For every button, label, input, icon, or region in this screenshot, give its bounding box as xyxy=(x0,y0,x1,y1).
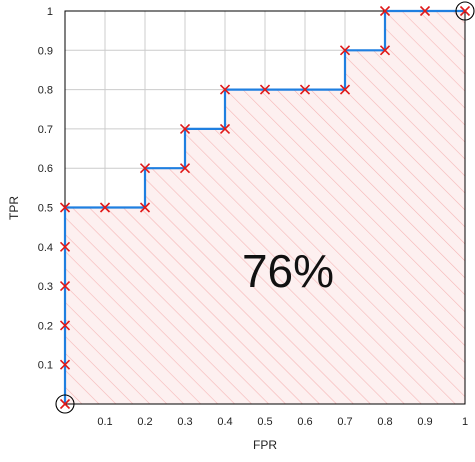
y-tick-label: 0.1 xyxy=(38,360,53,372)
y-tick-label: 0.3 xyxy=(38,281,53,293)
roc-markers xyxy=(59,5,471,410)
endpoint-circle xyxy=(455,1,475,21)
roc-point-marker xyxy=(139,163,151,174)
x-tick-label: 0.2 xyxy=(137,416,152,428)
y-axis-ticks: 0.1 0.2 0.3 0.4 0.5 0.6 0.7 0.8 0.9 1 xyxy=(38,6,53,372)
roc-point-marker xyxy=(59,398,71,410)
roc-point-marker xyxy=(59,359,71,370)
y-tick-label: 0.5 xyxy=(38,203,53,215)
roc-point-marker xyxy=(379,45,391,56)
y-tick-label: 0.6 xyxy=(38,163,53,175)
x-axis-ticks: 0.1 0.2 0.3 0.4 0.5 0.6 0.7 0.8 0.9 1 xyxy=(97,416,468,428)
roc-point-marker xyxy=(59,281,71,292)
auc-annotation: 76% xyxy=(242,245,334,297)
x-tick-label: 0.7 xyxy=(337,416,352,428)
x-tick-label: 1 xyxy=(462,416,468,428)
y-axis-label: TPR xyxy=(7,196,21,220)
endpoint-circles xyxy=(55,1,475,414)
auc-area xyxy=(65,11,465,404)
roc-point-marker xyxy=(179,163,191,174)
roc-point-marker xyxy=(139,202,151,213)
y-tick-label: 0.4 xyxy=(38,242,53,254)
x-tick-label: 0.1 xyxy=(97,416,112,428)
roc-point-marker xyxy=(339,84,351,95)
x-tick-label: 0.6 xyxy=(297,416,312,428)
x-tick-label: 0.3 xyxy=(177,416,192,428)
roc-point-marker xyxy=(59,202,71,213)
roc-point-marker xyxy=(259,84,271,95)
roc-point-marker xyxy=(299,84,311,95)
y-tick-label: 0.7 xyxy=(38,124,53,136)
y-tick-label: 0.8 xyxy=(38,85,53,97)
y-tick-label: 0.2 xyxy=(38,320,53,332)
y-tick-label: 0.9 xyxy=(38,45,53,57)
roc-point-marker xyxy=(419,5,431,17)
roc-point-marker xyxy=(219,84,231,95)
roc-point-marker xyxy=(379,5,391,17)
roc-point-marker xyxy=(59,241,71,252)
roc-point-marker xyxy=(59,320,71,331)
x-tick-label: 0.4 xyxy=(217,416,232,428)
endpoint-circle xyxy=(55,394,75,414)
roc-point-marker xyxy=(99,202,111,213)
roc-point-marker xyxy=(219,123,231,134)
x-tick-label: 0.8 xyxy=(377,416,392,428)
x-tick-label: 0.9 xyxy=(417,416,432,428)
x-tick-label: 0.5 xyxy=(257,416,272,428)
auc-hatch xyxy=(65,11,465,404)
roc-point-marker xyxy=(339,45,351,56)
y-tick-label: 1 xyxy=(47,6,53,18)
roc-point-marker xyxy=(179,123,191,134)
x-axis-label: FPR xyxy=(253,438,277,452)
roc-point-marker xyxy=(459,5,471,17)
